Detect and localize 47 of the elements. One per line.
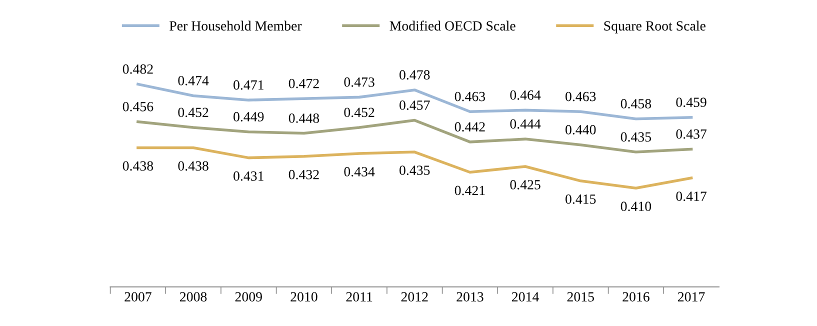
data-label: 0.425 — [510, 180, 540, 190]
data-label: 0.472 — [288, 78, 319, 88]
data-label: 0.449 — [234, 112, 264, 122]
data-label: 0.482 — [122, 64, 153, 74]
data-label: 0.478 — [400, 70, 430, 80]
data-label: 0.435 — [620, 132, 652, 142]
x-tick-label: 2017 — [678, 292, 705, 302]
data-label: 0.473 — [344, 77, 374, 87]
x-tick-label: 2008 — [180, 292, 207, 302]
data-label: 0.438 — [178, 161, 208, 171]
x-tick-label: 2007 — [124, 292, 152, 302]
data-label: 0.463 — [566, 92, 596, 102]
data-label: 0.410 — [620, 202, 652, 212]
data-label: 0.432 — [288, 170, 319, 180]
data-label: 0.448 — [288, 113, 320, 123]
data-label: 0.452 — [344, 108, 374, 118]
legend-label: Modified OECD Scale — [390, 20, 516, 31]
data-label: 0.474 — [178, 76, 209, 86]
data-label: 0.440 — [566, 125, 596, 134]
data-label: 0.431 — [234, 171, 264, 181]
data-label: 0.464 — [510, 90, 541, 100]
data-label: 0.471 — [234, 80, 264, 90]
data-label: 0.463 — [454, 92, 486, 102]
x-tick-label: 2010 — [290, 292, 318, 302]
data-label: 0.459 — [676, 98, 706, 108]
data-label: 0.434 — [344, 167, 375, 176]
x-tick-label: 2015 — [567, 292, 594, 302]
x-tick-label: 2016 — [622, 292, 650, 302]
data-label: 0.415 — [566, 194, 596, 204]
data-label: 0.444 — [510, 119, 541, 129]
data-label: 0.435 — [400, 166, 430, 176]
legend-label: Square Root Scale — [604, 20, 706, 34]
data-label: 0.458 — [620, 99, 652, 108]
legend-label: Per Household Member — [170, 20, 302, 31]
x-tick-label: 2009 — [235, 292, 262, 302]
data-label: 0.417 — [676, 192, 707, 202]
data-label: 0.452 — [178, 108, 208, 118]
data-label: 0.457 — [400, 100, 430, 110]
data-label: 0.437 — [676, 129, 707, 139]
x-tick-label: 2014 — [512, 292, 539, 302]
x-tick-label: 2011 — [346, 292, 372, 302]
data-label: 0.456 — [122, 102, 154, 112]
data-label: 0.438 — [122, 161, 154, 171]
data-label: 0.421 — [454, 186, 485, 196]
x-tick-label: 2013 — [456, 292, 484, 302]
data-label: 0.442 — [454, 122, 485, 132]
x-tick-label: 2012 — [401, 292, 428, 302]
